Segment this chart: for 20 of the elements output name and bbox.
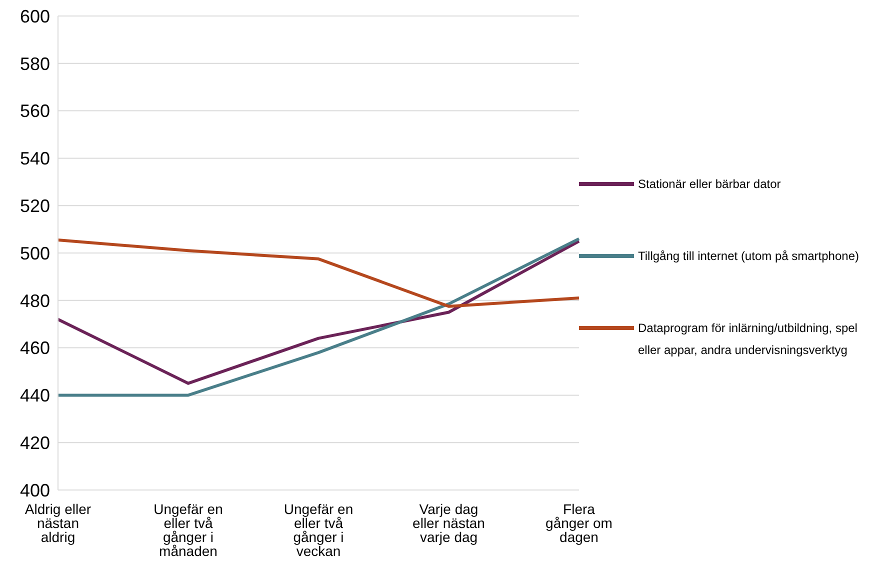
x-tick-label: Aldrig eller nästan aldrig	[24, 500, 92, 545]
y-tick-label: 560	[20, 101, 50, 122]
y-tick-label: 400	[20, 480, 50, 500]
y-tick-label: 580	[20, 54, 50, 74]
y-tick-label: 460	[20, 338, 50, 358]
x-tick-label: Varje dag eller nästan varje dag	[412, 500, 485, 545]
line-series	[56, 238, 580, 308]
y-tick-label: 480	[20, 290, 50, 311]
y-tick-label: 500	[20, 243, 50, 264]
legend-label: Dataprogram för inlärning/utbildning, spel eller appar, andra undervisningsverktyg	[638, 320, 858, 358]
legend-label: Tillgång till internet (utom på smartphone)	[638, 248, 859, 264]
y-tick-label: 600	[20, 6, 50, 26]
legend-label: Stationär eller bärbar dator	[638, 176, 781, 192]
y-tick-label: 520	[20, 196, 50, 216]
x-tick-label: Ungefär en eller två gånger i månaden	[154, 500, 223, 559]
x-tick-label: Ungefär en eller två gånger i veckan	[284, 500, 354, 559]
y-tick-label: 540	[20, 148, 50, 169]
y-tick-label: 420	[20, 432, 50, 453]
y-tick-label: 440	[20, 386, 50, 406]
x-tick-label: Flera gånger om dagen	[546, 500, 612, 545]
